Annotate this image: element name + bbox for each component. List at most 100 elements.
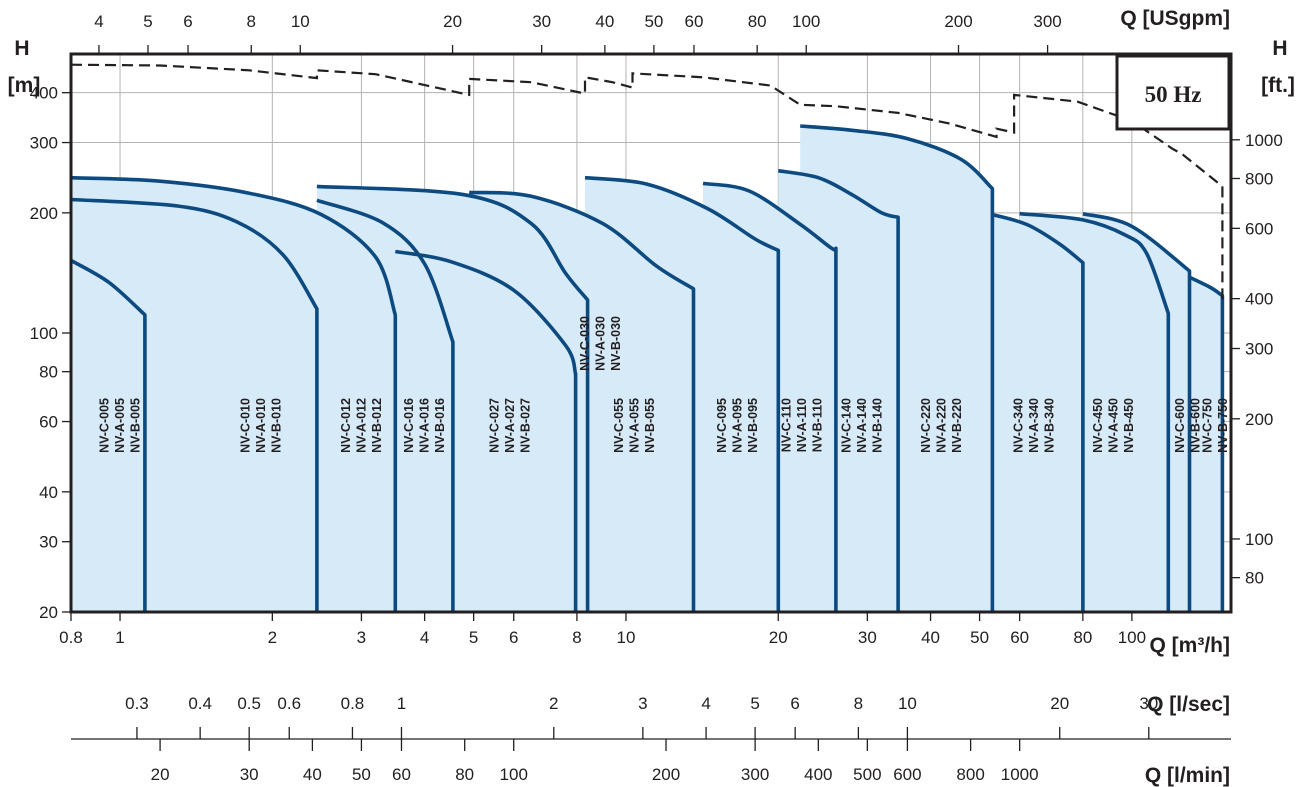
tick-label-x-main: 50	[970, 628, 989, 647]
pump-label: NV-A-012	[354, 398, 368, 453]
tick-label-x-lmin: 60	[392, 765, 411, 784]
pump-label: NV-A-220	[934, 398, 948, 453]
tick-label-x-lsec: 30	[1139, 694, 1158, 713]
pump-curve-7	[469, 190, 696, 612]
tick-label-x-lsec: 1	[397, 694, 406, 713]
pump-curve-11	[800, 124, 995, 612]
pump-label: NV-C-010	[239, 398, 253, 453]
pump-fill-areas	[71, 126, 1223, 613]
pump-label: NV-A-055	[628, 398, 642, 453]
pump-label: NV-C-340	[1011, 398, 1025, 453]
tick-label-x-lmin: 600	[893, 765, 921, 784]
tick-label-y-m: 30	[39, 533, 58, 552]
pump-curve-1	[70, 258, 147, 612]
pump-label: NV-C-140	[840, 398, 854, 453]
frequency-box: 50 Hz	[1115, 54, 1231, 131]
pump-label: NV-B-055	[643, 398, 657, 453]
y-axis-unit-left: [m]	[8, 74, 41, 97]
pump-curve-8	[584, 175, 781, 612]
pump-curve-12	[991, 212, 1085, 612]
pump-area-15	[1189, 277, 1223, 612]
tick-label-y-ft: 300	[1245, 340, 1273, 359]
pump-label: NV-B-600	[1189, 398, 1203, 453]
tick-label-x-lsec: 5	[750, 694, 759, 713]
plot-frame	[69, 52, 1233, 614]
tick-label-y-ft: 80	[1245, 569, 1264, 588]
tick-label-x-lsec: 3	[638, 694, 647, 713]
pump-curve-14	[1082, 211, 1192, 612]
tick-label-x-lsec: 0.4	[188, 694, 212, 713]
pump-curves	[70, 124, 1225, 612]
pump-label: NV-B-110	[811, 398, 825, 452]
axis-ticks: 0.8 1 2 3 4 5 6 8 10 20 30 40 50 60 80 1002030406080100…	[30, 12, 1283, 784]
frequency-label: 50 Hz	[1145, 82, 1202, 107]
tick-label-x-lmin: 1000	[1001, 765, 1039, 784]
tick-label-y-ft: 100	[1245, 530, 1273, 549]
tick-label-x-main: 60	[1010, 628, 1029, 647]
tick-label-x-lsec: 20	[1050, 694, 1069, 713]
pump-label: NV-A-110	[795, 398, 809, 452]
tick-label-x-usgpm: 40	[595, 12, 614, 31]
pump-label: NV-A-095	[730, 398, 744, 453]
tick-label-y-m: 40	[39, 483, 58, 502]
tick-label-x-usgpm: 50	[644, 12, 663, 31]
tick-label-y-m: 100	[30, 324, 58, 343]
pump-label: NV-B-220	[950, 398, 964, 453]
pump-label: NV-C-450	[1091, 398, 1105, 453]
pump-label: NV-A-010	[254, 398, 268, 453]
pump-label: NV-C-750	[1200, 398, 1214, 453]
pump-area-14	[1082, 213, 1190, 612]
tick-label-x-usgpm: 300	[1033, 12, 1061, 31]
y-axis-title-left: H	[14, 37, 29, 60]
pump-label: NV-B-095	[746, 398, 760, 453]
pump-label: NV-C-030	[578, 316, 592, 371]
tick-label-x-lmin: 800	[956, 765, 984, 784]
tick-label-x-usgpm: 80	[748, 12, 767, 31]
tick-label-x-lsec: 8	[854, 694, 863, 713]
pump-curve-10	[777, 168, 900, 612]
y-axis-title-right: H	[1272, 37, 1287, 60]
tick-label-x-usgpm: 100	[792, 12, 820, 31]
tick-label-x-main: 80	[1073, 628, 1092, 647]
tick-label-x-lsec: 4	[701, 694, 710, 713]
frequency-box-frame	[1115, 54, 1231, 131]
tick-label-x-lmin: 400	[804, 765, 832, 784]
tick-label-x-lsec: 0.6	[277, 694, 301, 713]
pump-label: NV-B-450	[1122, 398, 1136, 453]
pump-curve-4	[316, 198, 455, 612]
tick-label-x-lmin: 300	[741, 765, 769, 784]
pump-label: NV-A-340	[1027, 398, 1041, 453]
pump-label: NV-A-016	[418, 398, 432, 453]
tick-label-x-lmin: 30	[240, 765, 259, 784]
tick-label-x-usgpm: 4	[94, 12, 103, 31]
x-axis-label-lsec: Q [l/sec]	[1147, 693, 1230, 716]
tick-label-x-lsec: 0.8	[341, 694, 365, 713]
tick-label-x-lmin: 200	[652, 765, 680, 784]
pump-label: NV-B-010	[270, 398, 284, 453]
tick-label-x-main: 1	[115, 628, 124, 647]
pump-label: NV-A-450	[1107, 398, 1121, 453]
pump-label: NV-A-027	[503, 398, 517, 453]
pump-curve-3	[70, 175, 398, 612]
tick-label-x-usgpm: 10	[291, 12, 310, 31]
tick-label-x-main: 4	[420, 628, 429, 647]
pump-curve-9	[702, 181, 838, 612]
x-axis-label-usgpm: Q [USgpm]	[1120, 7, 1230, 30]
tick-label-y-ft: 800	[1245, 169, 1273, 188]
pump-label: NV-B-016	[433, 398, 447, 453]
tick-label-y-m: 200	[30, 204, 58, 223]
tick-label-y-ft: 1000	[1245, 131, 1283, 150]
tick-label-x-usgpm: 6	[183, 12, 192, 31]
x-axis-label-lmin: Q [l/min]	[1145, 764, 1230, 787]
pump-label: NV-A-030	[593, 316, 607, 371]
tick-label-x-usgpm: 200	[944, 12, 972, 31]
tick-label-x-usgpm: 5	[143, 12, 152, 31]
tick-label-y-ft: 400	[1245, 290, 1273, 309]
tick-label-y-m: 20	[39, 603, 58, 622]
pump-curve-13	[1019, 211, 1171, 612]
tick-label-x-usgpm: 8	[247, 12, 256, 31]
pump-label: NV-C-012	[339, 398, 353, 453]
tick-label-x-main: 0.8	[59, 628, 83, 647]
pump-label: NV-C-220	[919, 398, 933, 453]
pump-label: NV-B-027	[519, 398, 533, 453]
